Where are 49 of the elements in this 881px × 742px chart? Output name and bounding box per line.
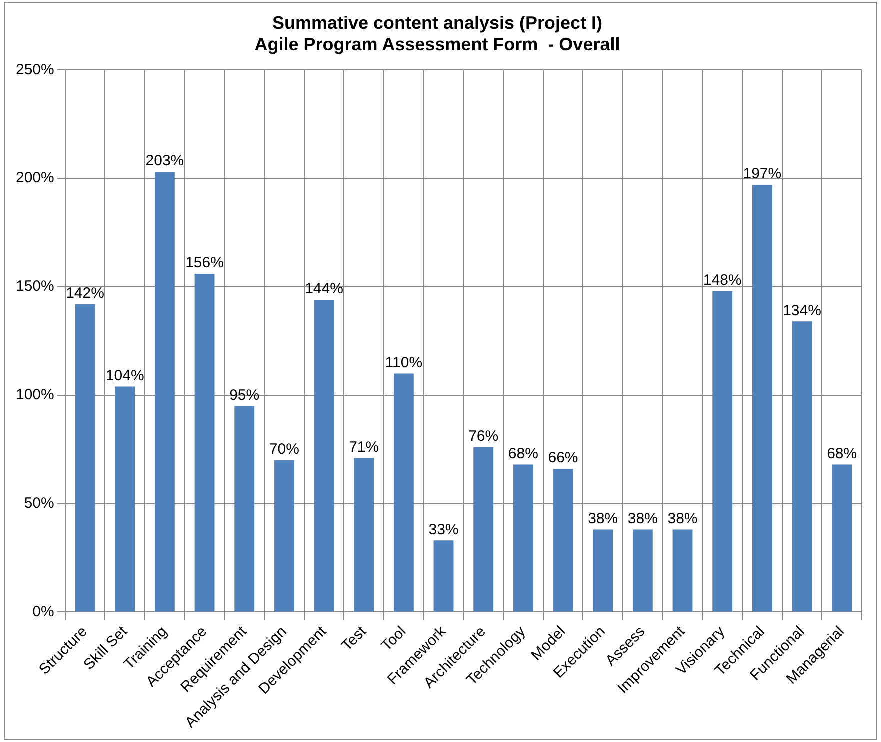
chart-subtitle: Agile Program Assessment Form - Overall — [254, 34, 620, 54]
bar — [553, 469, 574, 612]
bar — [75, 304, 96, 612]
bar — [354, 458, 374, 612]
bar — [115, 386, 136, 612]
chart-title: Summative content analysis (Project I) — [272, 12, 603, 33]
bar — [314, 300, 334, 612]
data-label: 76% — [468, 428, 499, 446]
data-label: 148% — [703, 272, 742, 289]
bar — [832, 464, 852, 612]
bar — [474, 447, 494, 612]
data-label: 66% — [548, 450, 578, 467]
data-label: 203% — [146, 152, 184, 170]
y-tick-label: 0% — [32, 603, 54, 620]
bar — [194, 274, 215, 612]
data-label: 68% — [827, 445, 858, 462]
data-label: 134% — [783, 302, 822, 320]
data-label: 144% — [305, 280, 344, 298]
bar — [593, 530, 614, 612]
data-label: 104% — [106, 367, 144, 384]
y-tick-label: 100% — [16, 386, 54, 404]
y-tick-label: 50% — [24, 494, 54, 512]
data-label: 197% — [743, 166, 782, 183]
bar — [434, 540, 454, 612]
data-label: 71% — [349, 438, 380, 456]
data-label: 38% — [628, 510, 658, 528]
bar — [274, 460, 294, 612]
data-label: 95% — [230, 386, 260, 404]
bar — [394, 374, 414, 612]
bar — [154, 172, 175, 612]
y-tick-label: 150% — [16, 278, 54, 296]
bar — [234, 406, 255, 612]
bar — [672, 530, 693, 612]
bar — [632, 530, 653, 612]
x-tick-label: Test — [338, 622, 370, 655]
data-label: 142% — [66, 284, 104, 302]
bar — [792, 322, 812, 612]
y-tick-label: 250% — [16, 61, 54, 78]
data-label: 156% — [186, 254, 224, 272]
data-label: 110% — [385, 354, 423, 372]
y-tick-label: 200% — [16, 170, 54, 187]
data-label: 70% — [269, 441, 300, 458]
data-label: 33% — [428, 521, 459, 538]
data-label: 38% — [668, 510, 698, 528]
data-label: 38% — [588, 510, 618, 528]
bar — [513, 464, 534, 612]
bar — [712, 291, 733, 612]
bar — [752, 185, 772, 612]
data-label: 68% — [508, 445, 538, 462]
